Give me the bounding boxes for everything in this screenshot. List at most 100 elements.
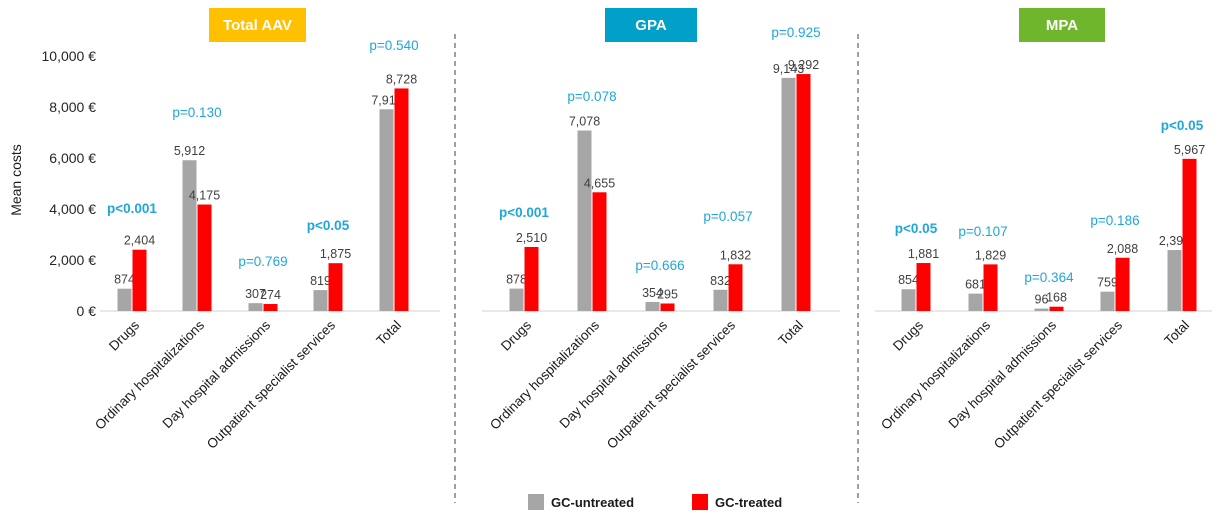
bar-gc-untreated bbox=[379, 109, 394, 311]
p-value-label: p=0.925 bbox=[771, 25, 820, 40]
legend-label: GC-untreated bbox=[551, 495, 634, 510]
panel-title: Total AAV bbox=[223, 17, 292, 34]
category-label: Total bbox=[775, 318, 806, 349]
bar-gc-untreated bbox=[509, 288, 524, 311]
y-tick-label: 2,000 € bbox=[49, 252, 96, 268]
bar-gc-treated bbox=[197, 204, 212, 311]
p-value-label: p<0.001 bbox=[107, 201, 157, 216]
bar-gc-untreated bbox=[968, 293, 983, 311]
bar-gc-treated bbox=[592, 192, 607, 311]
category-group: 854 1,881 p<0.05 Drugs bbox=[890, 221, 939, 354]
bar-value-label: 2,510 bbox=[516, 231, 547, 245]
bar-value-label: 5,967 bbox=[1174, 143, 1205, 157]
panel-title: MPA bbox=[1046, 17, 1078, 34]
bar-value-label: 2,404 bbox=[124, 234, 155, 248]
p-value-label: p<0.05 bbox=[307, 218, 350, 233]
bar-value-label: 1,875 bbox=[320, 247, 351, 261]
bar-value-label: 8,728 bbox=[386, 72, 417, 86]
bar-value-label: 4,655 bbox=[584, 176, 615, 190]
legend-swatch bbox=[528, 494, 544, 510]
category-group: 874 2,404 p<0.001 Drugs bbox=[106, 201, 157, 354]
bar-gc-treated bbox=[983, 264, 998, 311]
p-value-label: p=0.540 bbox=[369, 38, 418, 53]
bar-gc-untreated bbox=[182, 160, 197, 311]
bar-value-label: 2,390 bbox=[1159, 234, 1190, 248]
bar-gc-untreated bbox=[313, 290, 328, 311]
bar-gc-untreated bbox=[1167, 250, 1182, 311]
p-value-label: p=0.769 bbox=[238, 254, 287, 269]
category-label: Drugs bbox=[106, 317, 142, 353]
bar-gc-untreated bbox=[781, 77, 796, 311]
chart-panels: Total AAV 874 2,404 p<0.001 Drugs 5,912 4,175 p… bbox=[92, 8, 1212, 452]
category-label: Ordinary hospitalizations bbox=[878, 317, 993, 432]
bar-gc-treated bbox=[796, 74, 811, 311]
panel-total-aav: Total AAV 874 2,404 p<0.001 Drugs 5,912 4,175 p… bbox=[92, 8, 440, 452]
legend: GC-untreated GC-treated bbox=[528, 494, 782, 510]
p-value-label: p=0.078 bbox=[567, 89, 616, 104]
category-label: Outpatient specialist services bbox=[991, 317, 1125, 451]
bar-gc-treated bbox=[1115, 257, 1130, 311]
bar-gc-treated bbox=[524, 246, 539, 311]
p-value-label: p<0.05 bbox=[895, 221, 938, 236]
p-value-label: p=0.186 bbox=[1090, 213, 1139, 228]
category-group: 681 1,829 p=0.107 Ordinary hospitalizations bbox=[878, 224, 1008, 433]
legend-swatch bbox=[692, 494, 708, 510]
panel-title: GPA bbox=[635, 17, 667, 34]
y-tick-label: 10,000 € bbox=[42, 48, 97, 64]
bar-gc-untreated bbox=[901, 289, 916, 311]
bar-value-label: 295 bbox=[657, 287, 678, 301]
category-label: Outpatient specialist services bbox=[204, 317, 338, 451]
bar-gc-treated bbox=[1049, 306, 1064, 311]
p-value-label: p=0.057 bbox=[703, 209, 752, 224]
bar-value-label: 681 bbox=[965, 278, 986, 292]
bar-value-label: 354 bbox=[642, 286, 663, 300]
p-value-label: p=0.130 bbox=[172, 105, 221, 120]
bar-gc-treated bbox=[916, 263, 931, 311]
bar-value-label: 819 bbox=[310, 274, 331, 288]
bar-value-label: 2,088 bbox=[1107, 242, 1138, 256]
p-value-label: p=0.364 bbox=[1024, 270, 1074, 285]
panel-title-box bbox=[605, 8, 697, 42]
category-label: Day hospital admissions bbox=[946, 317, 1060, 431]
panel-mpa: MPA 854 1,881 p<0.05 Drugs 681 1,829 p=0.107 Ord… bbox=[875, 8, 1212, 452]
panel-gpa: GPA 878 2,510 p<0.001 Drugs 7,078 4,655 p=0.078… bbox=[482, 8, 840, 452]
bar-value-label: 274 bbox=[260, 288, 281, 302]
category-group: 2,390 5,967 p<0.05 Total bbox=[1159, 118, 1205, 348]
panel-separators bbox=[454, 34, 859, 503]
legend-item: GC-untreated bbox=[528, 494, 634, 510]
category-group: 7,911 8,728 p=0.540 Total bbox=[369, 38, 418, 348]
bar-gc-untreated bbox=[1100, 291, 1115, 311]
category-label: Total bbox=[373, 318, 404, 349]
category-label: Outpatient specialist services bbox=[604, 317, 738, 451]
y-axis-label: Mean costs bbox=[8, 144, 24, 216]
category-label: Ordinary hospitalizations bbox=[92, 317, 207, 432]
legend-item: GC-treated bbox=[692, 494, 782, 510]
p-value-label: p<0.05 bbox=[1161, 118, 1204, 133]
bar-value-label: 854 bbox=[898, 273, 919, 287]
bar-gc-treated bbox=[1182, 158, 1197, 311]
category-label: Drugs bbox=[498, 317, 534, 353]
bar-value-label: 874 bbox=[114, 273, 135, 287]
p-value-label: p<0.001 bbox=[499, 205, 549, 220]
category-label: Drugs bbox=[890, 317, 926, 353]
bar-value-label: 96 bbox=[1035, 293, 1049, 307]
bar-value-label: 5,912 bbox=[174, 144, 205, 158]
bar-value-label: 1,881 bbox=[908, 247, 939, 261]
category-group: 759 2,088 p=0.186 Outpatient specialist ser… bbox=[991, 213, 1140, 452]
bar-value-label: 1,832 bbox=[720, 248, 751, 262]
y-tick-label: 6,000 € bbox=[49, 150, 96, 166]
bar-gc-treated bbox=[132, 249, 147, 311]
bar-gc-untreated bbox=[248, 303, 263, 311]
y-tick-label: 8,000 € bbox=[49, 99, 96, 115]
bar-gc-untreated bbox=[117, 288, 132, 311]
bar-gc-treated bbox=[263, 304, 278, 311]
bar-gc-untreated bbox=[577, 130, 592, 311]
category-group: 832 1,832 p=0.057 Outpatient specialist ser… bbox=[604, 209, 753, 452]
bar-gc-treated bbox=[728, 264, 743, 311]
bar-value-label: 7,911 bbox=[371, 93, 401, 107]
bar-gc-untreated bbox=[713, 289, 728, 311]
p-value-label: p=0.666 bbox=[635, 258, 684, 273]
bar-value-label: 9,143 bbox=[773, 62, 804, 76]
